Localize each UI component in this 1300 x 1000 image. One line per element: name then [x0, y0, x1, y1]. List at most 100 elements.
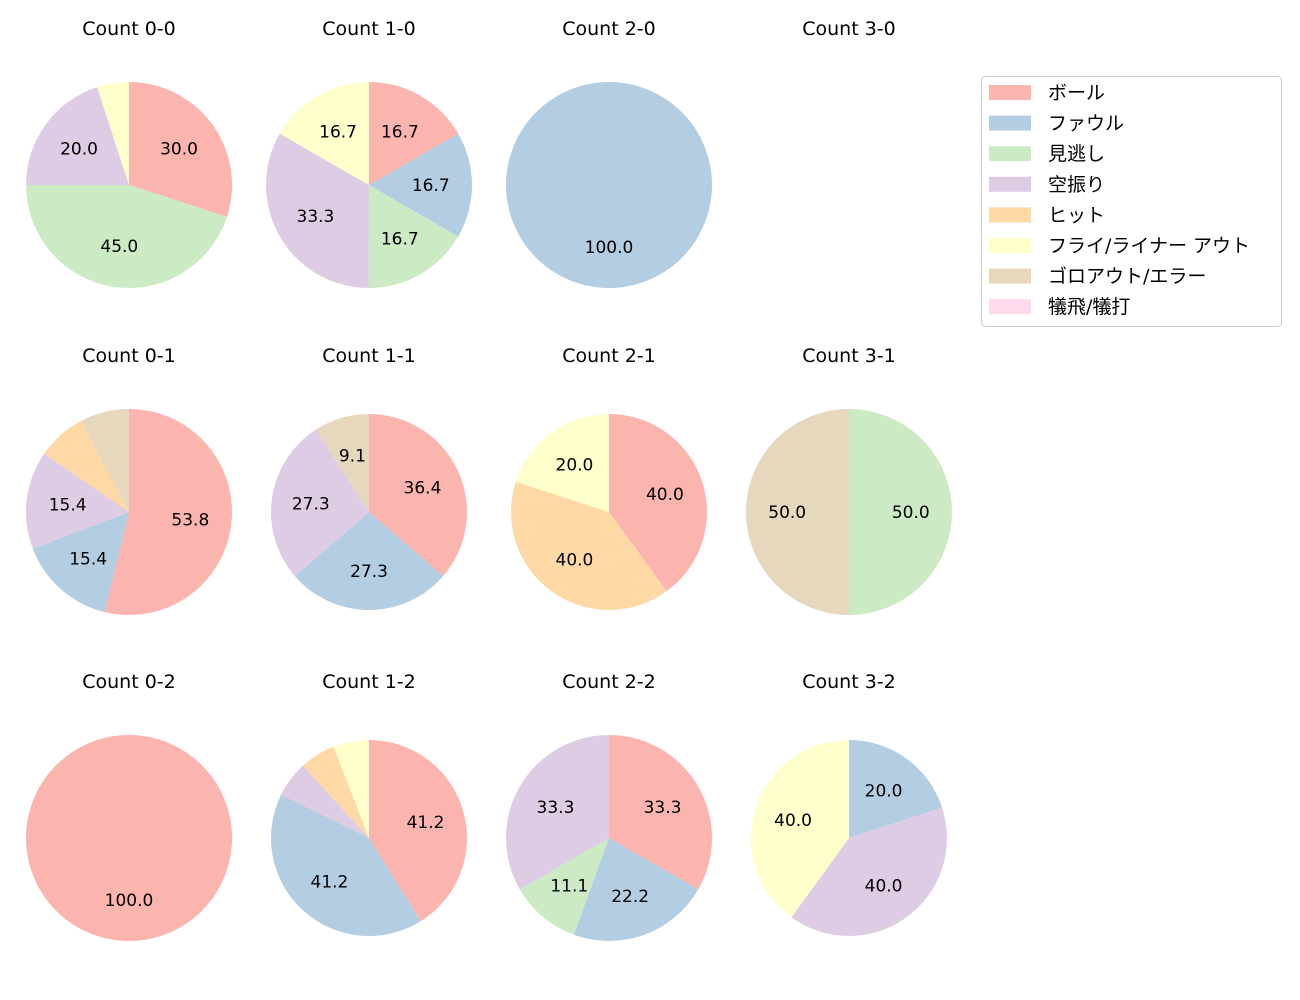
- slice-label: 16.7: [319, 122, 357, 142]
- legend-swatch: [989, 146, 1031, 162]
- pie-count-2-1: Count 2-1 40.0 40.0 20.0: [510, 345, 707, 611]
- slice-label: 22.2: [611, 887, 649, 907]
- slice-label: 50.0: [768, 503, 806, 523]
- pie-count-2-0: Count 2-0 100.0: [506, 18, 712, 288]
- pie-count-3-0: Count 3-0: [802, 18, 896, 40]
- slice-label: 20.0: [865, 781, 903, 801]
- pie-slice-空振り: [26, 453, 129, 549]
- pie-slice-フライ/ライナー アウト: [279, 82, 369, 185]
- pie-slice-ファウル: [506, 82, 712, 288]
- legend-label: ボール: [1048, 82, 1105, 104]
- slice-label: 53.8: [171, 510, 209, 530]
- pie-slice-空振り: [271, 429, 369, 577]
- pie-slice-ボール: [609, 414, 707, 592]
- pie-title: Count 1-0: [322, 18, 416, 40]
- pie-title: Count 2-1: [562, 345, 656, 367]
- pie-slice-ファウル: [32, 512, 130, 613]
- pie-title: Count 0-2: [82, 671, 176, 693]
- pie-slice-ゴロアウト/エラー: [746, 409, 849, 615]
- slice-label: 100.0: [105, 891, 154, 911]
- pie-slice-ファウル: [369, 133, 473, 237]
- legend-label: 見逃し: [1048, 143, 1105, 165]
- pie-count-2-2: Count 2-2 33.3 22.2 11.1 33.3: [506, 671, 712, 941]
- pie-slice-ゴロアウト/エラー: [316, 414, 369, 512]
- slice-label: 45.0: [100, 237, 138, 257]
- pie-count-0-0: Count 0-0 30.0 45.0 20.0: [26, 18, 232, 288]
- pie-title: Count 2-2: [562, 671, 656, 693]
- slice-label: 50.0: [892, 503, 930, 523]
- legend-swatch: [989, 268, 1031, 284]
- pie-slice-フライ/ライナー アウト: [333, 740, 369, 838]
- pie-slice-ヒット: [302, 746, 369, 838]
- pie-slice-空振り: [506, 735, 609, 890]
- pie-slice-空振り: [265, 133, 369, 288]
- pie-slice-ボール: [26, 735, 232, 941]
- legend-label: 犠飛/犠打: [1048, 296, 1130, 318]
- pie-slice-空振り: [791, 807, 948, 937]
- pie-slice-ボール: [609, 735, 712, 890]
- pie-slice-ファウル: [849, 740, 943, 838]
- slice-label: 40.0: [865, 877, 903, 897]
- slice-label: 33.3: [297, 207, 335, 227]
- pie-count-3-1: Count 3-1 50.0 50.0: [746, 345, 952, 615]
- pie-slice-見逃し: [849, 409, 952, 615]
- legend-label: 空振り: [1048, 174, 1105, 196]
- slice-label: 40.0: [774, 811, 812, 831]
- pie-slice-ボール: [104, 409, 233, 615]
- slice-label: 33.3: [644, 798, 682, 818]
- pie-slice-ボール: [369, 82, 459, 185]
- pie-count-0-1: Count 0-1 53.8 15.4 15.4: [26, 345, 233, 615]
- legend-swatch: [989, 238, 1031, 253]
- legend-label: ヒット: [1048, 204, 1105, 226]
- pie-title: Count 1-2: [322, 671, 416, 693]
- pie-title: Count 1-1: [322, 345, 416, 367]
- pie-slice-空振り: [26, 87, 129, 185]
- slice-label: 41.2: [311, 873, 349, 893]
- pie-slice-空振り: [281, 765, 369, 838]
- pie-slice-ヒット: [44, 420, 129, 512]
- pie-title: Count 3-0: [802, 18, 896, 40]
- pie-slice-フライ/ライナー アウト: [750, 740, 849, 918]
- slice-label: 11.1: [550, 876, 588, 896]
- legend-swatch: [989, 85, 1031, 100]
- legend-frame: [981, 76, 1282, 327]
- slice-label: 9.1: [339, 447, 366, 467]
- slice-label: 27.3: [292, 495, 330, 515]
- slice-label: 15.4: [69, 549, 107, 569]
- legend-label: フライ/ライナー アウト: [1048, 235, 1250, 257]
- slice-label: 30.0: [160, 140, 198, 160]
- slice-label: 40.0: [646, 485, 684, 505]
- pie-slice-ボール: [129, 82, 232, 217]
- pie-slice-見逃し: [26, 185, 227, 288]
- legend-swatch: [989, 207, 1031, 223]
- pie-slice-ヒット: [510, 481, 667, 611]
- pie-count-3-2: Count 3-2 20.0 40.0 40.0: [750, 671, 948, 937]
- slice-label: 33.3: [537, 798, 575, 818]
- pie-count-1-2: Count 1-2 41.2 41.2: [271, 671, 467, 936]
- pie-title: Count 0-1: [82, 345, 176, 367]
- slice-label: 27.3: [350, 562, 388, 582]
- legend-swatch: [989, 115, 1031, 131]
- pie-title: Count 3-1: [802, 345, 896, 367]
- slice-label: 15.4: [49, 496, 87, 516]
- pie-count-0-2: Count 0-2 100.0: [26, 671, 232, 941]
- pie-count-1-1: Count 1-1 36.4 27.3 27.3 9.1: [271, 345, 467, 610]
- pie-slice-見逃し: [519, 838, 609, 935]
- slice-label: 41.2: [407, 813, 445, 833]
- pie-slice-ファウル: [573, 838, 699, 941]
- slice-label: 16.7: [381, 122, 419, 142]
- pie-slice-ファウル: [271, 794, 421, 936]
- legend-swatch: [989, 176, 1031, 192]
- pie-slice-ファウル: [294, 512, 444, 610]
- legend-swatch: [989, 299, 1031, 315]
- slice-label: 20.0: [60, 140, 98, 160]
- pie-count-1-0: Count 1-0 16.7 16.7 16.7 33.3 16.7: [265, 18, 473, 288]
- pie-slice-ボール: [369, 414, 467, 577]
- slice-label: 36.4: [404, 479, 442, 499]
- slice-label: 16.7: [381, 230, 419, 250]
- pie-title: Count 2-0: [562, 18, 656, 40]
- legend-label: ファウル: [1048, 113, 1124, 135]
- legend-label: ゴロアウト/エラー: [1048, 266, 1206, 288]
